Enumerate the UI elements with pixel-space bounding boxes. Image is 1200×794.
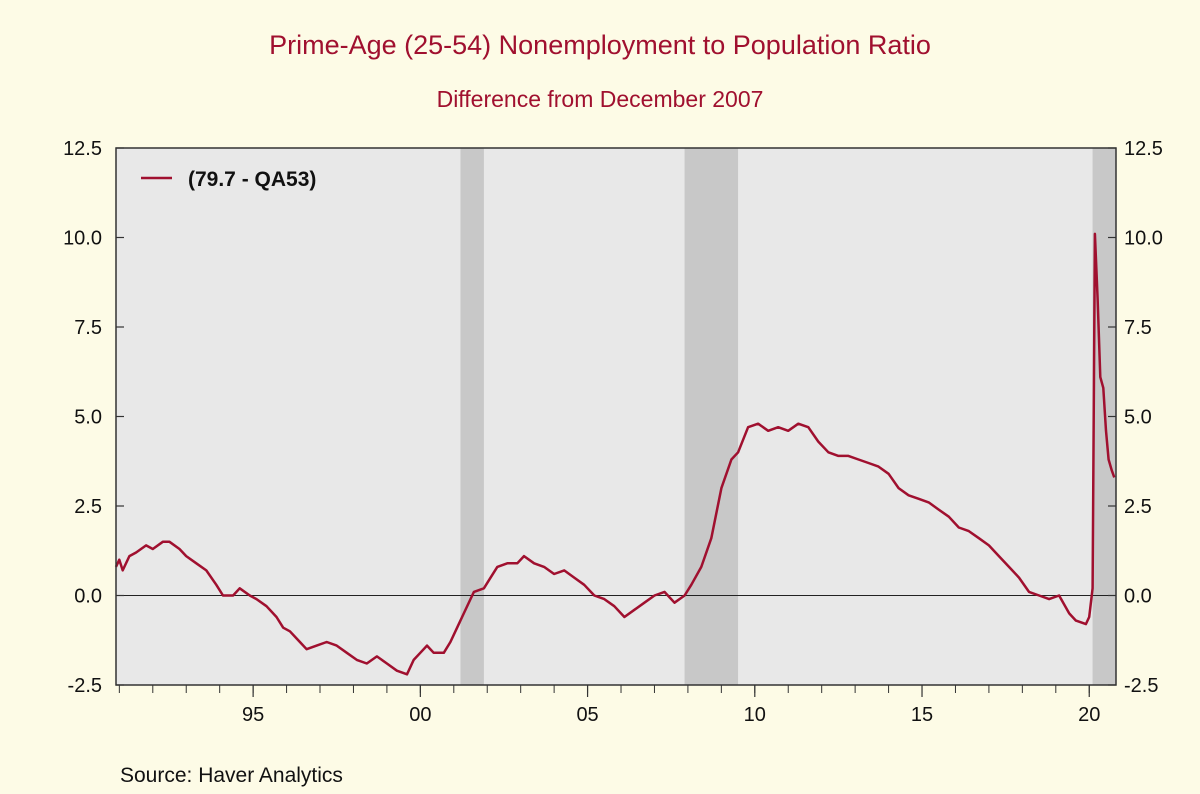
y-tick-label-right: 7.5 [1124, 317, 1152, 339]
y-tick-label-right: -2.5 [1124, 675, 1158, 697]
chart-subtitle: Difference from December 2007 [436, 86, 764, 112]
legend: (79.7 - QA53) [141, 168, 316, 191]
legend-label: (79.7 - QA53) [188, 168, 316, 191]
y-tick-label-left: 2.5 [74, 496, 102, 518]
y-tick-label-right: 12.5 [1124, 138, 1163, 160]
y-tick-label-left: 5.0 [74, 407, 102, 429]
y-tick-label-right: 5.0 [1124, 407, 1152, 429]
x-tick-label: 15 [911, 704, 933, 726]
source-note: Source: Haver Analytics [120, 764, 343, 787]
y-tick-label-left: -2.5 [68, 675, 102, 697]
series-layer [114, 232, 1116, 676]
x-tick-label: 95 [242, 704, 264, 726]
recession-band-1 [460, 148, 484, 685]
series-line-1 [114, 232, 1116, 676]
y-tick-label-right: 2.5 [1124, 496, 1152, 518]
y-tick-label-left: 0.0 [74, 586, 102, 608]
x-tick-label: 10 [744, 704, 766, 726]
axes: -2.5 -2.5 0.0 0.0 2.5 2.5 5.0 5.0 7.5 7.5 10.0 10.0… [63, 138, 1163, 726]
y-tick-label-left: 7.5 [74, 317, 102, 339]
y-tick-label-right: 10.0 [1124, 228, 1163, 250]
y-tick-label-left: 12.5 [63, 138, 102, 160]
y-tick-label-left: 10.0 [63, 228, 102, 250]
y-tick-label-right: 0.0 [1124, 586, 1152, 608]
x-tick-label: 05 [576, 704, 598, 726]
x-tick-label: 20 [1078, 704, 1100, 726]
chart-title: Prime-Age (25-54) Nonemployment to Popul… [269, 30, 931, 60]
recession-band-2 [684, 148, 739, 685]
x-tick-label: 00 [409, 704, 431, 726]
